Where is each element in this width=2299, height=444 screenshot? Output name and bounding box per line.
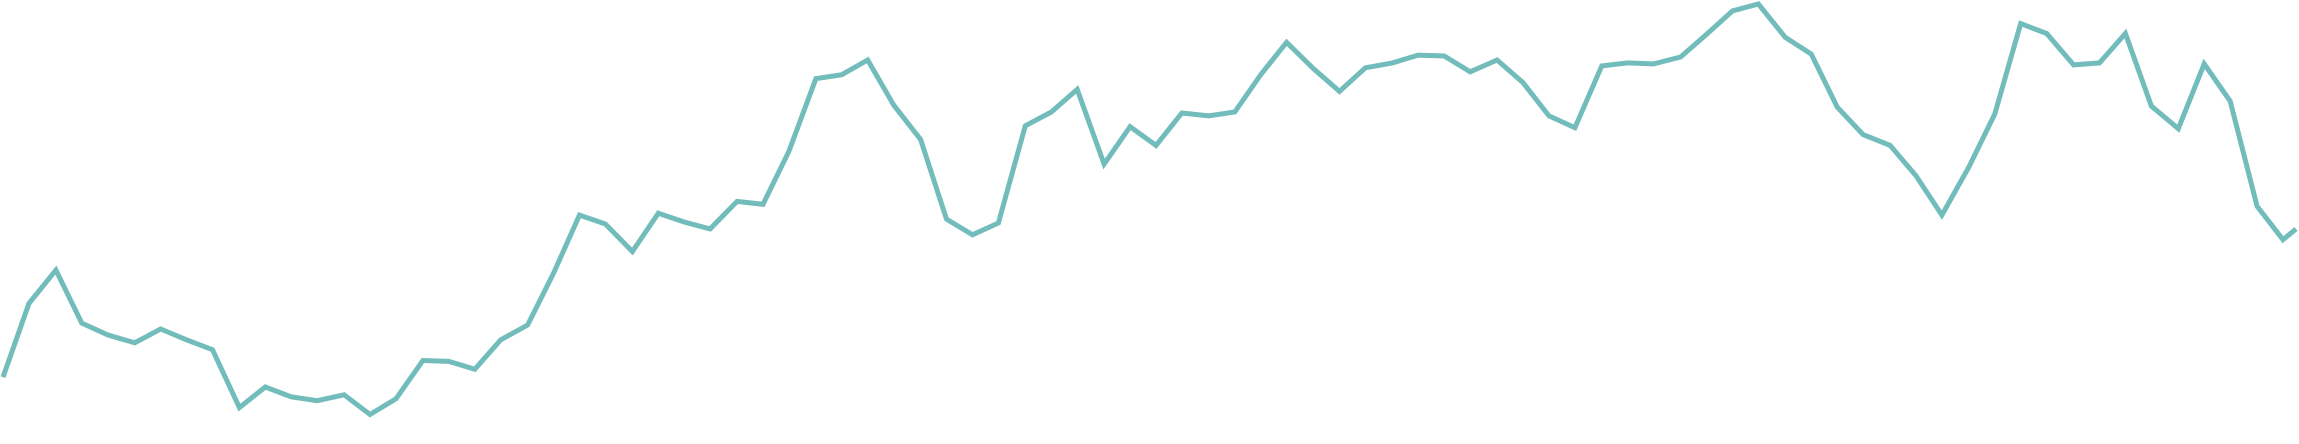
- data-point: [708, 226, 713, 231]
- data-point: [839, 72, 844, 77]
- data-point: [1599, 63, 1604, 68]
- data-point: [1521, 80, 1526, 85]
- data-point: [2123, 31, 2128, 36]
- data-point: [682, 220, 687, 225]
- data-point: [970, 232, 975, 237]
- data-point: [237, 405, 242, 410]
- series-line: [0, 1, 2298, 418]
- data-point: [1861, 132, 1866, 137]
- data-point: [26, 301, 31, 306]
- data-point: [1416, 53, 1421, 58]
- data-point: [630, 249, 635, 254]
- data-point: [1651, 61, 1656, 66]
- data-point: [2149, 104, 2154, 109]
- data-point: [1337, 89, 1342, 94]
- data-point: [1888, 143, 1893, 148]
- data-point: [1468, 69, 1473, 74]
- data-point: [1390, 60, 1395, 65]
- data-point: [1495, 58, 1500, 63]
- data-point: [551, 271, 556, 276]
- data-point: [263, 385, 268, 390]
- data-point: [1678, 55, 1683, 60]
- data-point: [1992, 112, 1997, 117]
- data-point: [1730, 8, 1735, 13]
- data-point: [1939, 213, 1944, 218]
- data-point: [158, 327, 163, 332]
- data-point: [1835, 105, 1840, 110]
- data-point: [1102, 162, 1107, 167]
- data-point: [603, 222, 608, 227]
- data-point: [786, 149, 791, 154]
- data-point: [315, 398, 320, 403]
- data-point: [1075, 87, 1080, 92]
- data-point: [1206, 113, 1211, 118]
- data-point: [944, 217, 949, 222]
- data-point: [1442, 54, 1447, 59]
- data-point: [53, 268, 58, 273]
- data-point: [1179, 111, 1184, 116]
- data-point: [865, 58, 870, 63]
- data-point: [1625, 60, 1630, 65]
- data-point: [289, 394, 294, 399]
- data-point: [2294, 226, 2299, 231]
- data-point: [1128, 124, 1133, 129]
- data-point: [342, 392, 347, 397]
- data-point: [813, 76, 818, 81]
- data-point: [891, 103, 896, 108]
- data-point: [656, 211, 661, 216]
- data-point: [184, 337, 189, 342]
- series-layer: [0, 1, 2299, 418]
- data-point: [132, 340, 137, 345]
- data-point: [1572, 125, 1577, 130]
- data-point: [394, 396, 399, 401]
- data-point: [996, 221, 1001, 226]
- data-point: [79, 321, 84, 326]
- data-point: [446, 359, 451, 364]
- data-point: [420, 358, 425, 363]
- data-point: [2202, 61, 2207, 66]
- data-point: [1232, 110, 1237, 115]
- data-point: [2097, 60, 2102, 65]
- data-point: [1311, 66, 1316, 71]
- data-point: [472, 367, 477, 372]
- data-point: [1363, 65, 1368, 70]
- data-point: [735, 199, 740, 204]
- data-point: [1023, 123, 1028, 128]
- data-point: [577, 213, 582, 218]
- data-point: [210, 347, 215, 352]
- data-point: [1284, 40, 1289, 45]
- data-point: [1809, 52, 1814, 57]
- data-point: [1756, 2, 1761, 7]
- data-point: [2071, 62, 2076, 67]
- data-point: [1966, 165, 1971, 170]
- data-point: [498, 337, 503, 342]
- data-point: [761, 202, 766, 207]
- data-point: [1154, 143, 1159, 148]
- data-point: [1, 375, 6, 380]
- data-point: [918, 137, 923, 142]
- data-point: [1547, 113, 1552, 118]
- data-point: [2018, 21, 2023, 26]
- data-point: [1783, 35, 1788, 40]
- data-point: [368, 412, 373, 417]
- data-point: [2176, 126, 2181, 131]
- data-point: [1258, 72, 1263, 77]
- data-point: [1049, 110, 1054, 115]
- data-point: [2281, 237, 2286, 242]
- data-point: [2255, 204, 2260, 209]
- data-point: [525, 323, 530, 328]
- data-point: [2044, 31, 2049, 36]
- data-point: [1704, 32, 1709, 37]
- data-point: [2228, 99, 2233, 104]
- data-point: [1914, 173, 1919, 178]
- data-point: [105, 332, 110, 337]
